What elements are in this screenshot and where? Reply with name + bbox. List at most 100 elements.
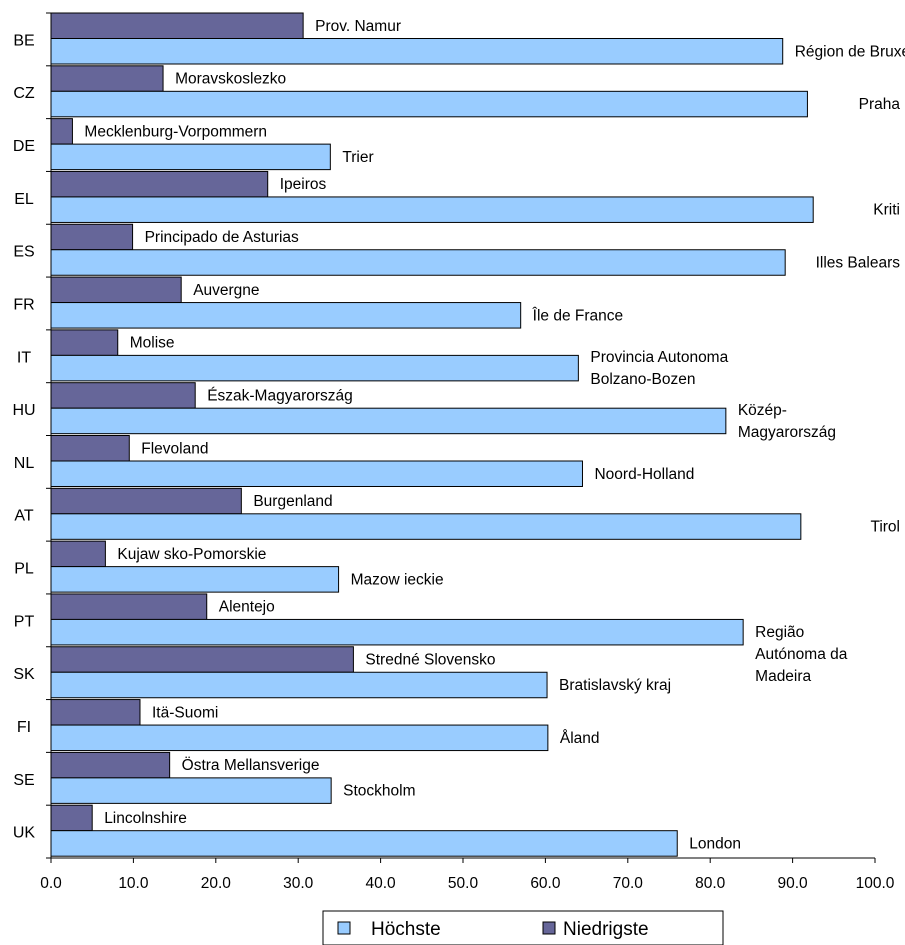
category-label-uk: UK — [13, 825, 36, 842]
category-label-fr: FR — [13, 296, 34, 313]
bar-label: Bratislavský kraj — [559, 677, 671, 694]
category-label-pt: PT — [14, 613, 35, 630]
bar-label: Kriti — [873, 202, 900, 219]
bar-niedrigste-fi — [50, 699, 141, 726]
bar-niedrigste-pl — [50, 540, 106, 568]
bar-hoechste-be — [50, 38, 784, 65]
category-label-sk: SK — [13, 666, 35, 683]
bar-label: Mazow ieckie — [351, 571, 444, 588]
bar-label: Tirol — [870, 519, 900, 536]
category-label-hu: HU — [12, 402, 35, 419]
bar-label: Stredné Slovensko — [365, 652, 495, 669]
category-label-el: EL — [14, 191, 34, 208]
bar-labels-layer: Prov. Namur Région de Bruxelles-Capitale M… — [84, 18, 905, 853]
category-label-es: ES — [13, 244, 34, 261]
bar-label: Principado de Asturias — [145, 229, 299, 246]
legend-swatch — [542, 921, 556, 935]
x-tick-label: 80.0 — [695, 875, 726, 892]
bar-hoechste-fr — [50, 302, 522, 329]
category-label-fi: FI — [17, 719, 31, 736]
bar-label: Provincia Autonoma Bolzano-Bozen — [590, 349, 728, 388]
bar-label: Auvergne — [193, 282, 259, 299]
bar-niedrigste-cz — [50, 65, 164, 92]
bar-niedrigste-fr — [50, 276, 182, 304]
bar-niedrigste-el — [50, 170, 269, 198]
legend-swatch — [337, 921, 351, 935]
bar-hoechste-cz — [50, 90, 808, 118]
bars-layer — [50, 12, 814, 857]
category-label-de: DE — [13, 138, 35, 155]
bar-hoechste-pt — [50, 618, 744, 646]
bar-label: Alentejo — [219, 599, 275, 616]
category-label-it: IT — [17, 349, 31, 366]
bar-label: Praha — [859, 96, 901, 113]
bar-niedrigste-nl — [50, 435, 130, 462]
x-tick-label: 70.0 — [613, 875, 644, 892]
bar-label: Île de France — [532, 307, 623, 324]
bar-label: Stockholm — [343, 783, 415, 800]
bar-hoechste-es — [50, 249, 786, 276]
bar-niedrigste-es — [50, 223, 134, 251]
bar-niedrigste-pt — [50, 593, 208, 620]
x-tick-label: 90.0 — [778, 875, 809, 892]
bar-label: Région de Bruxelles-Capitale — [795, 43, 905, 60]
bar-label: Lincolnshire — [104, 810, 187, 827]
category-label-se: SE — [13, 772, 34, 789]
legend-label: Niedrigste — [563, 919, 649, 940]
bar-hoechste-it — [50, 354, 579, 382]
bar-hoechste-uk — [50, 830, 678, 857]
bar-label: Mecklenburg-Vorpommern — [84, 123, 267, 140]
bar-hoechste-nl — [50, 460, 583, 487]
bar-niedrigste-it — [50, 329, 119, 356]
bar-hoechste-se — [50, 777, 332, 804]
legend: Höchste Niedrigste — [322, 910, 724, 945]
bar-hoechste-de — [50, 143, 331, 171]
bar-hoechste-at — [50, 513, 802, 540]
bar-label: Közép-Magyarország — [738, 402, 836, 441]
bar-label: Burgenland — [253, 493, 332, 510]
bar-label: Åland — [560, 730, 600, 747]
bar-niedrigste-sk — [50, 646, 354, 673]
bar-niedrigste-be — [50, 12, 304, 39]
axes-layer: BE CZ DE EL ES FR IT HU NL AT PL PT SK FI SE UK 0.0 10.0 2… — [12, 12, 895, 892]
category-label-pl: PL — [14, 561, 34, 578]
bar-hoechste-pl — [50, 566, 340, 593]
bar-label: Kujaw sko-Pomorskie — [117, 546, 266, 563]
bar-niedrigste-hu — [50, 382, 196, 409]
bar-label: Észak-Magyarország — [207, 387, 353, 404]
bar-label: Noord-Holland — [594, 466, 694, 483]
category-label-be: BE — [13, 32, 34, 49]
legend-label: Höchste — [371, 919, 441, 940]
bar-label: Região Autónoma da Madeira — [755, 624, 848, 685]
x-tick-label: 60.0 — [530, 875, 561, 892]
bar-hoechste-sk — [50, 671, 548, 699]
bar-label: Molise — [130, 335, 175, 352]
bar-hoechste-hu — [50, 407, 727, 435]
x-tick-label: 40.0 — [366, 875, 397, 892]
bar-niedrigste-de — [50, 118, 73, 145]
x-tick-label: 20.0 — [201, 875, 232, 892]
x-tick-label: 100.0 — [856, 875, 895, 892]
bar-label: Itä-Suomi — [152, 704, 218, 721]
category-label-nl: NL — [14, 455, 35, 472]
bar-label: Östra Mellansverige — [182, 756, 320, 774]
bar-hoechste-fi — [50, 724, 549, 752]
bar-niedrigste-se — [50, 751, 171, 779]
x-tick-label: 10.0 — [118, 875, 149, 892]
x-tick-label: 50.0 — [448, 875, 479, 892]
bar-niedrigste-uk — [50, 804, 93, 832]
x-tick-label: 30.0 — [283, 875, 314, 892]
bar-label: Ipeiros — [280, 176, 327, 193]
bar-label: Trier — [342, 149, 373, 166]
bar-label: Flevoland — [141, 440, 208, 457]
bar-hoechste-el — [50, 196, 814, 223]
bar-label: Illes Balears — [816, 255, 901, 272]
bar-label: London — [689, 835, 741, 852]
bar-niedrigste-at — [50, 487, 242, 515]
category-label-at: AT — [14, 508, 33, 525]
x-tick-label: 0.0 — [40, 875, 62, 892]
bar-label: Moravskoslezko — [175, 71, 286, 88]
legend-box — [322, 910, 724, 945]
category-label-cz: CZ — [13, 85, 35, 102]
